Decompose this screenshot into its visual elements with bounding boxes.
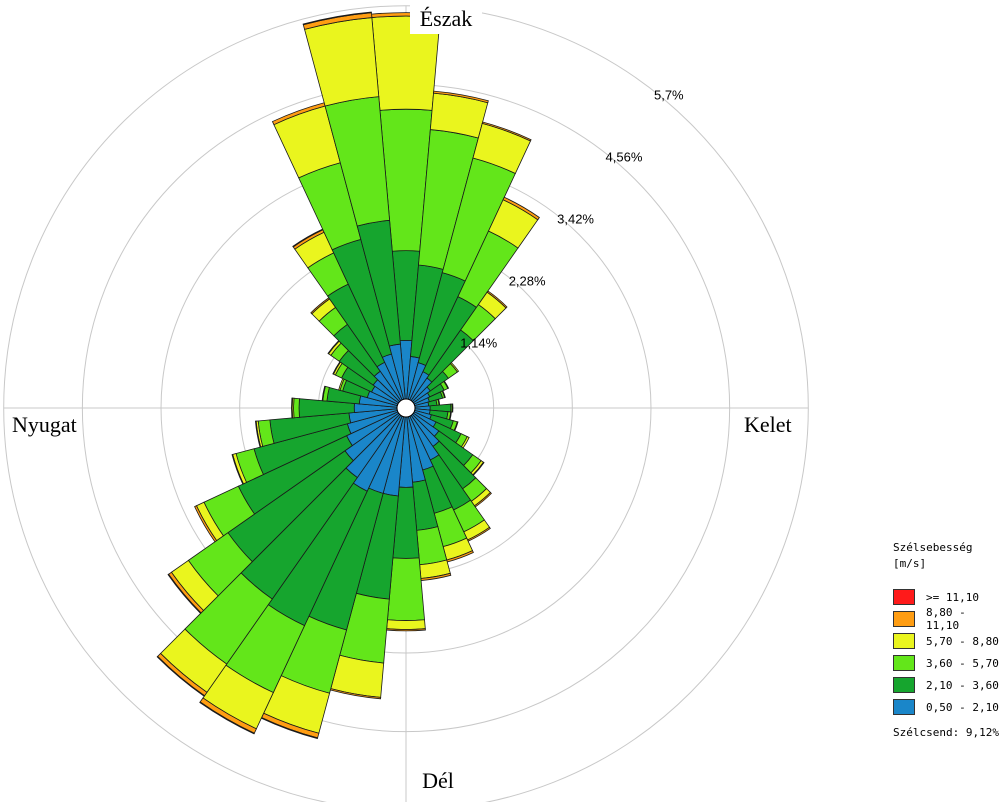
sector-segment <box>321 385 326 402</box>
legend-item: 8,80 - 11,10 <box>893 606 1005 632</box>
legend-swatch <box>893 611 915 627</box>
legend-item: 0,50 - 2,10 <box>893 696 1005 718</box>
compass-south-label: Dél <box>422 768 454 793</box>
compass-north-label: Észak <box>420 6 473 31</box>
sector-segment <box>291 397 293 419</box>
sector-segment <box>441 390 446 399</box>
legend-title: Szélsebesség [m/s] <box>893 540 1005 572</box>
sector-segment <box>449 362 460 373</box>
legend-title-line2: [m/s] <box>893 557 927 570</box>
ring-label: 1,14% <box>460 336 497 351</box>
legend-swatch <box>893 655 915 671</box>
legend-item: 5,70 - 8,80 <box>893 630 1005 652</box>
sector-segment <box>255 420 262 448</box>
sector-segment <box>167 573 202 614</box>
wind-sectors <box>156 11 540 740</box>
legend-label: 0,50 - 2,10 <box>926 700 999 714</box>
legend: Szélsebesség [m/s] >= 11,10 8,80 - 11,10… <box>893 540 1005 739</box>
sector-segment <box>302 11 372 26</box>
north-label-bg <box>410 2 482 34</box>
sector-segment <box>486 290 508 309</box>
legend-label: 8,80 - 11,10 <box>926 606 966 632</box>
sector-segment <box>293 397 300 419</box>
legend-swatch <box>893 633 915 649</box>
legend-label: 3,60 - 5,70 <box>926 656 999 670</box>
compass-west-label: Nyugat <box>12 412 77 437</box>
sector-segment <box>502 196 540 221</box>
legend-label: 5,70 - 8,80 <box>926 634 999 648</box>
compass-east-label: Kelet <box>744 412 792 437</box>
sector-segment <box>199 701 255 735</box>
legend-swatch <box>893 589 915 605</box>
legend-item: 2,10 - 3,60 <box>893 674 1005 696</box>
sector-segment <box>194 505 218 543</box>
legend-label: >= 11,10 <box>926 590 979 604</box>
ring-labels: 1,14% 2,28% 3,42% 4,56% 5,7% <box>460 88 684 351</box>
legend-item: 3,60 - 5,70 <box>893 652 1005 674</box>
legend-swatch <box>893 677 915 693</box>
ring-label: 5,7% <box>654 88 684 103</box>
ring-label: 3,42% <box>557 212 594 227</box>
ring-label: 4,56% <box>606 150 643 165</box>
sector-segment <box>481 121 532 142</box>
ring-label: 2,28% <box>509 274 546 289</box>
legend-label: 2,10 - 3,60 <box>926 678 999 692</box>
sector-segment <box>451 403 454 413</box>
sector-segment <box>443 380 450 389</box>
sector-segment <box>387 557 425 621</box>
sector-segment <box>433 90 489 104</box>
legend-title-line1: Szélsebesség <box>893 541 973 554</box>
legend-swatch <box>893 699 915 715</box>
sector-segment <box>386 619 426 630</box>
sector-segment <box>304 17 380 107</box>
calm-percentage: Szélcsend: 9,12% <box>893 726 999 739</box>
sector-segment <box>231 453 244 485</box>
sector-segment <box>156 655 206 697</box>
legend-item: >= 11,10 <box>893 586 1005 608</box>
calm-center-circle <box>396 398 416 418</box>
